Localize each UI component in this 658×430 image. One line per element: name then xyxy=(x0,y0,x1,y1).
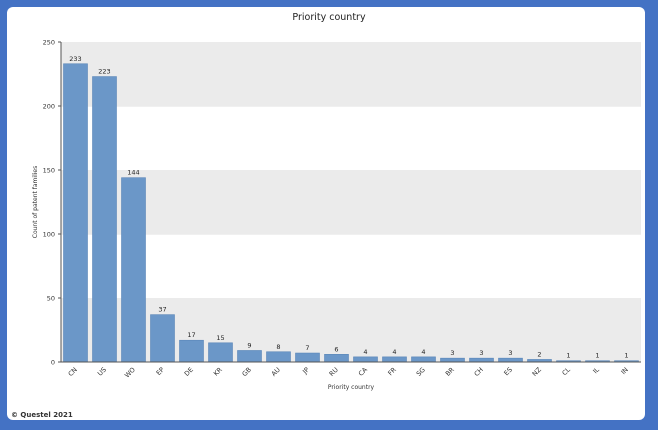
x-tick-label: CH xyxy=(473,366,485,378)
x-tick-label: RU xyxy=(328,366,340,378)
data-label: 1 xyxy=(624,352,628,360)
data-label: 6 xyxy=(334,345,338,353)
bar-EP xyxy=(150,314,175,363)
grid-band xyxy=(61,42,641,106)
y-tick-label: 100 xyxy=(43,231,55,239)
data-label: 7 xyxy=(305,344,309,352)
x-tick-label: JP xyxy=(300,366,311,377)
data-label: 15 xyxy=(216,334,224,342)
bar-CA xyxy=(353,356,378,363)
x-tick-label: WO xyxy=(123,366,137,380)
data-label: 4 xyxy=(392,348,396,356)
x-tick-label: FR xyxy=(386,365,398,377)
x-tick-label: US xyxy=(96,366,108,378)
data-label: 233 xyxy=(69,55,81,63)
data-label: 1 xyxy=(595,352,599,360)
x-tick-label: EP xyxy=(155,366,166,377)
x-tick-label: ES xyxy=(502,366,513,377)
bar-JP xyxy=(295,352,320,363)
data-label: 4 xyxy=(363,348,367,356)
bar-ES xyxy=(498,357,523,363)
data-label: 144 xyxy=(127,169,139,177)
bar-CN xyxy=(63,63,88,363)
x-tick-label: AU xyxy=(270,366,282,378)
x-tick-label: IL xyxy=(591,365,601,375)
bar-SG xyxy=(411,356,436,363)
x-tick-label: NZ xyxy=(531,365,544,378)
copyright: © Questel 2021 xyxy=(11,411,73,419)
data-label: 4 xyxy=(421,348,425,356)
bar-US xyxy=(92,76,117,363)
chart-title: Priority country xyxy=(292,12,366,23)
bar-RU xyxy=(324,354,349,363)
data-label: 3 xyxy=(508,349,512,357)
data-label: 3 xyxy=(479,349,483,357)
y-tick-label: 150 xyxy=(43,167,55,175)
x-axis-label: Priority country xyxy=(328,384,375,391)
data-label: 37 xyxy=(158,306,166,314)
data-label: 2 xyxy=(537,350,541,358)
bar-BR xyxy=(440,357,465,363)
x-tick-label: CA xyxy=(357,365,369,377)
data-label: 223 xyxy=(98,68,110,76)
bar-DE xyxy=(179,339,204,363)
x-tick-label: BR xyxy=(444,365,456,377)
y-tick-label: 200 xyxy=(43,103,55,111)
bar-FR xyxy=(382,356,407,363)
x-tick-label: DE xyxy=(183,366,195,378)
data-label: 8 xyxy=(276,343,280,351)
y-axis-label: Count of patent families xyxy=(32,166,39,238)
data-label: 17 xyxy=(187,331,195,339)
y-tick-label: 250 xyxy=(43,39,55,47)
grid-band xyxy=(61,170,641,234)
x-tick-label: SG xyxy=(415,366,427,378)
y-tick-label: 0 xyxy=(51,359,55,367)
x-tick-label: GB xyxy=(241,366,253,378)
x-tick-label: IN xyxy=(619,366,630,377)
y-tick-label: 50 xyxy=(47,295,55,303)
bar-GB xyxy=(237,350,262,363)
x-tick-label: CN xyxy=(67,366,79,378)
grid-band xyxy=(61,298,641,362)
data-label: 3 xyxy=(450,349,454,357)
data-label: 1 xyxy=(566,352,570,360)
bar-WO xyxy=(121,177,146,363)
bar-AU xyxy=(266,351,291,363)
bar-CH xyxy=(469,357,494,363)
bar-KR xyxy=(208,342,233,363)
x-tick-label: CL xyxy=(560,365,572,377)
x-tick-label: KR xyxy=(212,365,224,377)
data-label: 9 xyxy=(247,341,251,349)
